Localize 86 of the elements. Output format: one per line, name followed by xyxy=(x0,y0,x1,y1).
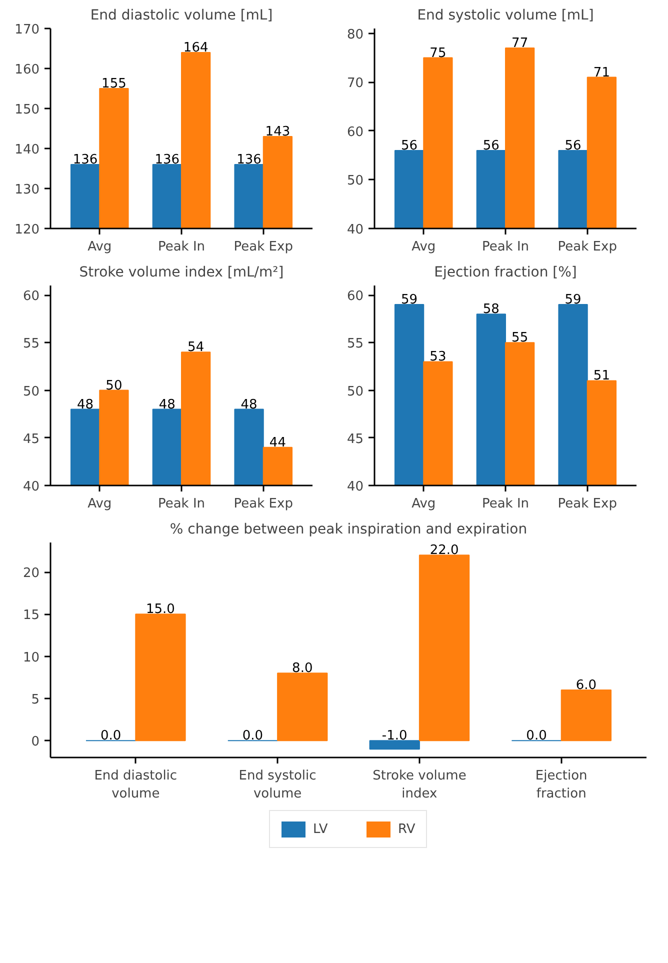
data-label: 56 xyxy=(401,138,418,154)
x-tick-label: End diastolic volume xyxy=(94,768,178,802)
chart-title: % change between peak inspiration and expiration xyxy=(170,522,528,538)
y-tick-label: 160 xyxy=(14,62,40,78)
bar xyxy=(369,740,420,750)
y-tick-label: 15 xyxy=(22,608,40,624)
x-tick-label: Peak Exp xyxy=(558,496,617,512)
y-tick-label: 55 xyxy=(346,336,364,352)
x-tick-label: Peak Exp xyxy=(558,240,617,254)
y-tick-label: 50 xyxy=(22,384,40,400)
y-tick-label: 60 xyxy=(22,289,40,304)
data-label: 48 xyxy=(240,397,258,412)
y-tick-label: 55 xyxy=(22,336,40,352)
data-label: 136 xyxy=(72,152,98,168)
x-tick-label: Peak In xyxy=(158,496,206,512)
data-label: 54 xyxy=(188,340,204,356)
y-tick-label: 120 xyxy=(14,222,40,238)
y-tick-label: 80 xyxy=(346,27,364,42)
x-tick-label: Peak Exp xyxy=(234,496,293,512)
data-label: 71 xyxy=(593,65,610,80)
data-label: 53 xyxy=(430,350,446,365)
data-label: 50 xyxy=(106,378,122,394)
x-tick-label: Peak In xyxy=(482,240,530,254)
data-label: 56 xyxy=(482,138,500,154)
y-tick-label: 20 xyxy=(22,566,40,582)
x-tick-label: Stroke volume index xyxy=(372,768,466,802)
bar xyxy=(560,690,612,742)
data-label: 22.0 xyxy=(430,543,459,558)
data-label: 8.0 xyxy=(292,661,313,676)
y-tick-label: 40 xyxy=(22,480,40,494)
bar xyxy=(135,614,186,742)
y-tick-label: 45 xyxy=(22,432,40,447)
data-label: 155 xyxy=(102,76,126,92)
data-label: 44 xyxy=(269,435,286,450)
chart-title: Stroke volume index [mL/m²] xyxy=(79,264,284,280)
data-label: 136 xyxy=(236,152,262,168)
data-label: -1.0 xyxy=(382,728,408,744)
x-tick-label: Peak In xyxy=(158,240,206,254)
x-tick-label: End systolic volume xyxy=(238,768,316,802)
y-tick-label: 45 xyxy=(346,432,364,447)
data-label: 0.0 xyxy=(526,728,547,744)
y-tick-label: 50 xyxy=(346,384,364,400)
x-tick-label: Peak In xyxy=(482,496,530,512)
chart-title: Ejection fraction [%] xyxy=(434,264,577,280)
chart-title: End systolic volume [mL] xyxy=(417,8,594,24)
data-label: 143 xyxy=(265,124,290,140)
data-label: 48 xyxy=(77,397,94,412)
data-label: 75 xyxy=(430,46,446,61)
y-tick-label: 170 xyxy=(14,22,40,38)
y-tick-label: 130 xyxy=(14,182,40,198)
x-tick-label: Avg xyxy=(88,240,112,254)
legend-label: RV xyxy=(398,822,416,836)
y-tick-label: 70 xyxy=(346,76,364,92)
x-tick-label: Ejection fraction xyxy=(535,768,588,802)
data-label: 136 xyxy=(154,152,180,168)
data-label: 15.0 xyxy=(146,602,175,618)
y-tick-label: 10 xyxy=(22,650,40,666)
y-tick-label: 40 xyxy=(346,222,364,238)
y-tick-label: 50 xyxy=(346,174,364,189)
y-tick-label: 150 xyxy=(14,102,40,118)
data-label: 59 xyxy=(564,292,582,308)
data-label: 0.0 xyxy=(100,728,122,744)
y-tick-label: 140 xyxy=(14,142,40,158)
y-tick-label: 0 xyxy=(31,734,40,750)
y-tick-label: 60 xyxy=(346,289,364,304)
bar xyxy=(277,672,328,742)
data-label: 48 xyxy=(158,397,176,412)
data-label: 51 xyxy=(593,368,610,384)
x-tick-label: Avg xyxy=(412,496,436,512)
data-label: 55 xyxy=(512,330,528,346)
data-label: 77 xyxy=(512,36,528,52)
legend-label: LV xyxy=(313,822,329,836)
data-label: 6.0 xyxy=(576,678,597,694)
y-tick-label: 5 xyxy=(31,692,40,708)
y-tick-label: 40 xyxy=(346,480,364,494)
x-tick-label: Avg xyxy=(88,496,112,512)
bar xyxy=(418,554,470,742)
data-label: 56 xyxy=(564,138,582,154)
x-tick-label: Avg xyxy=(412,240,436,254)
y-tick-label: 60 xyxy=(346,124,364,140)
chart-title: End diastolic volume [mL] xyxy=(90,8,273,24)
data-label: 58 xyxy=(482,302,500,318)
data-label: 59 xyxy=(401,292,418,308)
data-label: 164 xyxy=(183,40,208,56)
x-tick-label: Peak Exp xyxy=(234,240,293,254)
data-label: 0.0 xyxy=(242,728,264,744)
